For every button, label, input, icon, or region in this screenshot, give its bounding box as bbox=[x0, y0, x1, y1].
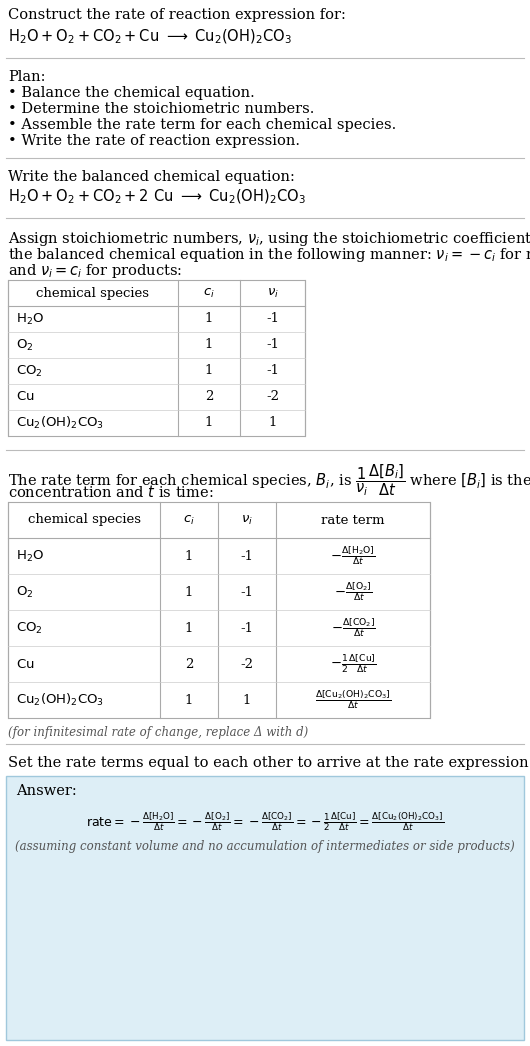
Text: • Write the rate of reaction expression.: • Write the rate of reaction expression. bbox=[8, 134, 300, 147]
Text: (assuming constant volume and no accumulation of intermediates or side products): (assuming constant volume and no accumul… bbox=[15, 840, 515, 852]
Text: 1: 1 bbox=[205, 339, 213, 351]
Text: Set the rate terms equal to each other to arrive at the rate expression:: Set the rate terms equal to each other t… bbox=[8, 756, 530, 770]
Bar bbox=[8, 502, 430, 718]
Text: rate term: rate term bbox=[321, 514, 385, 526]
Text: $\mathrm{O_2}$: $\mathrm{O_2}$ bbox=[16, 585, 33, 599]
Text: Construct the rate of reaction expression for:: Construct the rate of reaction expressio… bbox=[8, 8, 346, 22]
Text: Plan:: Plan: bbox=[8, 70, 46, 84]
Text: The rate term for each chemical species, $B_i$, is $\dfrac{1}{\nu_i}\dfrac{\Delt: The rate term for each chemical species,… bbox=[8, 462, 530, 498]
Text: chemical species: chemical species bbox=[28, 514, 140, 526]
Text: 1: 1 bbox=[185, 586, 193, 598]
Bar bbox=[8, 280, 305, 436]
Text: $\mathrm{H_2O + O_2 + CO_2 + Cu \ \longrightarrow \ Cu_2(OH)_2CO_3}$: $\mathrm{H_2O + O_2 + CO_2 + Cu \ \longr… bbox=[8, 28, 292, 46]
Text: 1: 1 bbox=[205, 364, 213, 378]
Text: and $\nu_i = c_i$ for products:: and $\nu_i = c_i$ for products: bbox=[8, 262, 182, 280]
Text: • Determine the stoichiometric numbers.: • Determine the stoichiometric numbers. bbox=[8, 103, 314, 116]
Text: $\mathrm{Cu}$: $\mathrm{Cu}$ bbox=[16, 390, 34, 404]
Text: -1: -1 bbox=[266, 339, 279, 351]
Text: -1: -1 bbox=[241, 586, 253, 598]
Text: $\mathrm{Cu_2(OH)_2CO_3}$: $\mathrm{Cu_2(OH)_2CO_3}$ bbox=[16, 415, 104, 431]
Text: $\nu_i$: $\nu_i$ bbox=[267, 287, 278, 299]
Text: chemical species: chemical species bbox=[37, 287, 149, 299]
Text: $\frac{\Delta[\mathrm{Cu_2(OH)_2CO_3}]}{\Delta t}$: $\frac{\Delta[\mathrm{Cu_2(OH)_2CO_3}]}{… bbox=[315, 688, 391, 711]
Text: $\mathrm{Cu}$: $\mathrm{Cu}$ bbox=[16, 658, 34, 670]
Text: Assign stoichiometric numbers, $\nu_i$, using the stoichiometric coefficients, $: Assign stoichiometric numbers, $\nu_i$, … bbox=[8, 230, 530, 248]
Text: Answer:: Answer: bbox=[16, 784, 77, 798]
Text: $\mathrm{H_2O}$: $\mathrm{H_2O}$ bbox=[16, 548, 44, 564]
Text: $\mathrm{Cu_2(OH)_2CO_3}$: $\mathrm{Cu_2(OH)_2CO_3}$ bbox=[16, 692, 104, 708]
Text: the balanced chemical equation in the following manner: $\nu_i = -c_i$ for react: the balanced chemical equation in the fo… bbox=[8, 246, 530, 264]
Text: -1: -1 bbox=[241, 621, 253, 635]
Text: 1: 1 bbox=[205, 416, 213, 430]
Text: $\mathrm{O_2}$: $\mathrm{O_2}$ bbox=[16, 338, 33, 353]
Text: $\mathrm{H_2O}$: $\mathrm{H_2O}$ bbox=[16, 312, 44, 326]
Text: $-\frac{\Delta[\mathrm{CO_2}]}{\Delta t}$: $-\frac{\Delta[\mathrm{CO_2}]}{\Delta t}… bbox=[331, 616, 375, 639]
Text: $-\frac{\Delta[\mathrm{O_2}]}{\Delta t}$: $-\frac{\Delta[\mathrm{O_2}]}{\Delta t}$ bbox=[334, 581, 372, 604]
Text: $c_i$: $c_i$ bbox=[203, 287, 215, 299]
Text: concentration and $t$ is time:: concentration and $t$ is time: bbox=[8, 484, 214, 500]
Text: • Assemble the rate term for each chemical species.: • Assemble the rate term for each chemic… bbox=[8, 118, 396, 132]
Text: 1: 1 bbox=[243, 693, 251, 706]
Text: -1: -1 bbox=[266, 364, 279, 378]
Text: $\mathrm{H_2O + O_2 + CO_2 + 2\ Cu \ \longrightarrow \ Cu_2(OH)_2CO_3}$: $\mathrm{H_2O + O_2 + CO_2 + 2\ Cu \ \lo… bbox=[8, 188, 306, 206]
Text: $-\frac{\Delta[\mathrm{H_2O}]}{\Delta t}$: $-\frac{\Delta[\mathrm{H_2O}]}{\Delta t}… bbox=[330, 545, 376, 567]
Text: 1: 1 bbox=[185, 693, 193, 706]
Text: -1: -1 bbox=[266, 313, 279, 325]
Text: 1: 1 bbox=[205, 313, 213, 325]
Text: 1: 1 bbox=[185, 621, 193, 635]
Text: 2: 2 bbox=[205, 390, 213, 404]
Text: 1: 1 bbox=[268, 416, 277, 430]
Text: -2: -2 bbox=[241, 658, 253, 670]
Text: $c_i$: $c_i$ bbox=[183, 514, 195, 526]
Text: $-\frac{1}{2}\frac{\Delta[\mathrm{Cu}]}{\Delta t}$: $-\frac{1}{2}\frac{\Delta[\mathrm{Cu}]}{… bbox=[330, 653, 376, 675]
Text: $\mathrm{rate} = -\frac{\Delta[\mathrm{H_2O}]}{\Delta t} = -\frac{\Delta[\mathrm: $\mathrm{rate} = -\frac{\Delta[\mathrm{H… bbox=[86, 810, 444, 833]
Text: 2: 2 bbox=[185, 658, 193, 670]
Text: Write the balanced chemical equation:: Write the balanced chemical equation: bbox=[8, 170, 295, 184]
Text: -2: -2 bbox=[266, 390, 279, 404]
Text: $\nu_i$: $\nu_i$ bbox=[241, 514, 253, 526]
Text: 1: 1 bbox=[185, 549, 193, 563]
Text: (for infinitesimal rate of change, replace Δ with d): (for infinitesimal rate of change, repla… bbox=[8, 726, 308, 740]
FancyBboxPatch shape bbox=[6, 776, 524, 1040]
Text: $\mathrm{CO_2}$: $\mathrm{CO_2}$ bbox=[16, 363, 43, 379]
Text: -1: -1 bbox=[241, 549, 253, 563]
Text: • Balance the chemical equation.: • Balance the chemical equation. bbox=[8, 86, 255, 100]
Text: $\mathrm{CO_2}$: $\mathrm{CO_2}$ bbox=[16, 620, 43, 636]
